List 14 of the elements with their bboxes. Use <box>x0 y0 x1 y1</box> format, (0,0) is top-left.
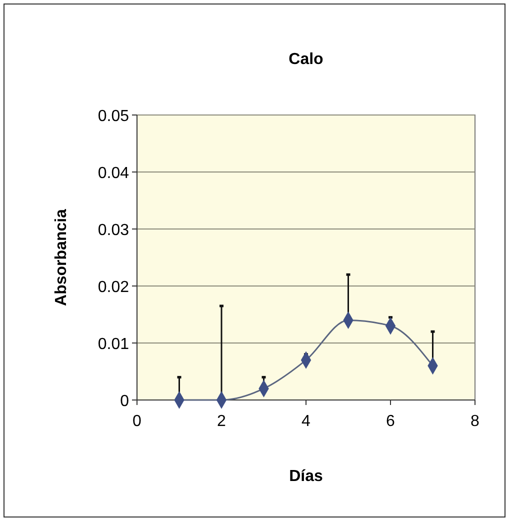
y-tick-label: 0.03 <box>98 222 130 239</box>
x-tick-label: 6 <box>386 413 396 430</box>
y-tick-label: 0.05 <box>98 108 130 125</box>
x-axis-title: Días <box>289 468 323 485</box>
y-tick-label: 0 <box>120 393 130 410</box>
y-axis-title: Absorbancia <box>53 208 70 306</box>
x-tick-label: 0 <box>132 413 142 430</box>
y-tick-label: 0.02 <box>98 279 130 296</box>
y-tick-label: 0.01 <box>98 336 130 353</box>
x-tick-label: 8 <box>470 413 480 430</box>
x-tick-label: 2 <box>217 413 226 430</box>
chart-title: Calo <box>288 51 324 68</box>
x-tick-label: 4 <box>302 413 311 430</box>
y-tick-label: 0.04 <box>98 165 130 182</box>
